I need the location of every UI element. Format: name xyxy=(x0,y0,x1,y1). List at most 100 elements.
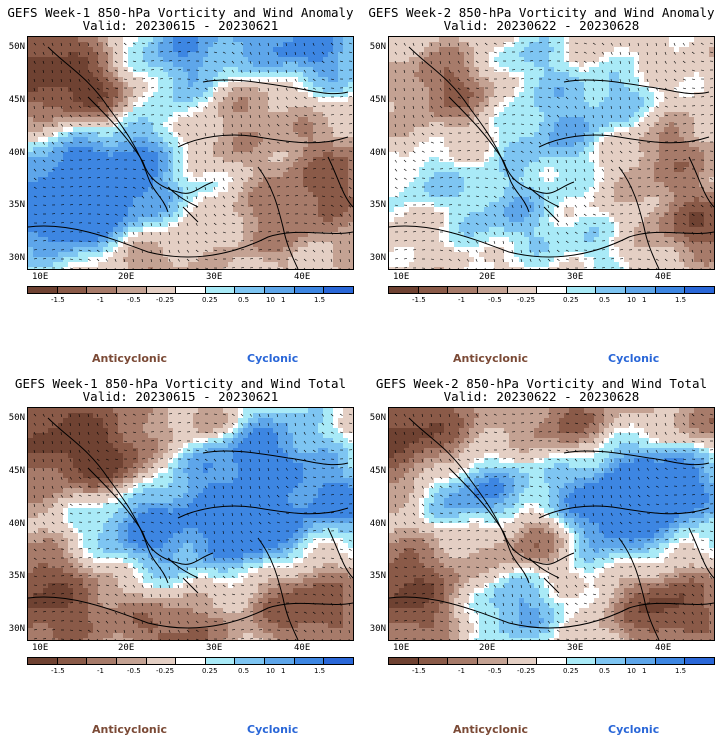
colorbar-swatch xyxy=(294,658,325,664)
vorticity-map xyxy=(27,36,354,270)
colorbar-swatch xyxy=(324,658,354,664)
panel-title: GEFS Week-1 850-hPa Vorticity and Wind A… xyxy=(7,5,354,20)
colorbar-label: -1.5 xyxy=(51,296,65,304)
colorbar-label: -1 xyxy=(458,296,465,304)
colorbar-label: -0.25 xyxy=(517,296,536,304)
colorbar-swatch xyxy=(596,658,627,664)
lon-label: 10E xyxy=(393,272,410,282)
lon-label: 40E xyxy=(294,643,311,653)
lon-label: 30E xyxy=(567,272,584,282)
cyclonic-label: Cyclonic xyxy=(608,352,660,365)
colorbar-swatch xyxy=(566,658,597,664)
lat-label: 45N xyxy=(8,466,25,476)
colorbar-swatch xyxy=(389,658,419,664)
lat-label: 30N xyxy=(8,624,25,634)
colorbar xyxy=(27,286,354,294)
lat-label: 40N xyxy=(369,148,386,158)
colorbar-label: 0.5 xyxy=(238,296,250,304)
lat-label: 45N xyxy=(8,95,25,105)
panel-valid-dates: Valid: 20230615 - 20230621 xyxy=(82,389,279,404)
lon-label: 30E xyxy=(206,272,223,282)
panel-valid-dates: Valid: 20230622 - 20230628 xyxy=(443,389,640,404)
colorbar-swatch xyxy=(57,287,88,293)
lon-label: 10E xyxy=(32,643,49,653)
colorbar-label: 1 xyxy=(642,296,647,304)
panel-valid-dates: Valid: 20230615 - 20230621 xyxy=(82,18,279,33)
anticyclonic-label: Anticyclonic xyxy=(92,352,168,365)
colorbar-label: 1 xyxy=(281,296,286,304)
colorbar-swatch xyxy=(477,658,508,664)
colorbar-label: 0.5 xyxy=(599,296,611,304)
lat-label: 50N xyxy=(8,413,25,423)
anticyclonic-label: Anticyclonic xyxy=(453,723,529,736)
colorbar-swatch xyxy=(324,287,354,293)
lat-label: 50N xyxy=(369,42,386,52)
colorbar-swatch xyxy=(116,287,147,293)
colorbar-swatch xyxy=(389,287,419,293)
colorbar-swatch xyxy=(176,658,206,664)
colorbar-label: -1 xyxy=(97,667,104,675)
colorbar-swatch xyxy=(418,287,449,293)
colorbar-swatch xyxy=(448,658,478,664)
colorbar-label: 1.5 xyxy=(314,296,326,304)
panel-week1-total: GEFS Week-1 850-hPa Vorticity and Wind T… xyxy=(0,371,361,742)
colorbar-label: 1.5 xyxy=(675,667,687,675)
colorbar-label: -1.5 xyxy=(412,296,426,304)
colorbar-swatch xyxy=(176,287,206,293)
lat-label: 30N xyxy=(369,253,386,263)
lat-label: 35N xyxy=(369,571,386,581)
colorbar-label: -0.25 xyxy=(156,667,175,675)
colorbar-label: 0.25 xyxy=(202,296,218,304)
panel-valid-dates: Valid: 20230622 - 20230628 xyxy=(443,18,640,33)
colorbar-label: 0.5 xyxy=(238,667,250,675)
colorbar-swatch xyxy=(685,658,715,664)
colorbar-label: 1 xyxy=(281,667,286,675)
colorbar-swatch xyxy=(507,287,538,293)
lon-label: 30E xyxy=(206,643,223,653)
colorbar-label: -1 xyxy=(458,667,465,675)
lat-label: 40N xyxy=(8,148,25,158)
colorbar-swatch xyxy=(626,287,656,293)
lon-label: 40E xyxy=(294,272,311,282)
colorbar-unit-label: 10 xyxy=(266,667,275,675)
colorbar-label: -0.5 xyxy=(127,296,141,304)
panel-week2-total: GEFS Week-2 850-hPa Vorticity and Wind T… xyxy=(361,371,722,742)
vorticity-map xyxy=(27,407,354,641)
colorbar-label: 0.25 xyxy=(563,667,579,675)
lon-label: 20E xyxy=(479,272,496,282)
colorbar-swatch xyxy=(418,658,449,664)
lat-label: 35N xyxy=(8,200,25,210)
lat-label: 45N xyxy=(369,95,386,105)
colorbar-label: 1 xyxy=(642,667,647,675)
panel-title: GEFS Week-2 850-hPa Vorticity and Wind T… xyxy=(375,376,708,391)
colorbar-swatch xyxy=(596,287,627,293)
panel-title: GEFS Week-1 850-hPa Vorticity and Wind T… xyxy=(14,376,347,391)
lat-label: 45N xyxy=(369,466,386,476)
anticyclonic-label: Anticyclonic xyxy=(453,352,529,365)
colorbar-swatch xyxy=(294,287,325,293)
colorbar-swatch xyxy=(265,658,295,664)
colorbar-swatch xyxy=(265,287,295,293)
lat-label: 50N xyxy=(8,42,25,52)
colorbar-swatch xyxy=(685,287,715,293)
cyclonic-label: Cyclonic xyxy=(608,723,660,736)
colorbar-label: 0.25 xyxy=(202,667,218,675)
colorbar-swatch xyxy=(566,287,597,293)
colorbar-swatch xyxy=(57,658,88,664)
colorbar-unit-label: 10 xyxy=(627,296,636,304)
panel-week2-anomaly: GEFS Week-2 850-hPa Vorticity and Wind A… xyxy=(361,0,722,371)
vorticity-map xyxy=(388,407,715,641)
colorbar-swatch xyxy=(28,287,58,293)
colorbar-label: -1.5 xyxy=(412,667,426,675)
colorbar-swatch xyxy=(477,287,508,293)
lat-label: 35N xyxy=(369,200,386,210)
anticyclonic-label: Anticyclonic xyxy=(92,723,168,736)
colorbar-swatch xyxy=(626,658,656,664)
colorbar-label: -0.25 xyxy=(517,667,536,675)
colorbar-label: 1.5 xyxy=(314,667,326,675)
colorbar-swatch xyxy=(507,658,538,664)
colorbar xyxy=(27,657,354,665)
colorbar-label: -0.25 xyxy=(156,296,175,304)
lon-label: 30E xyxy=(567,643,584,653)
lon-label: 10E xyxy=(32,272,49,282)
